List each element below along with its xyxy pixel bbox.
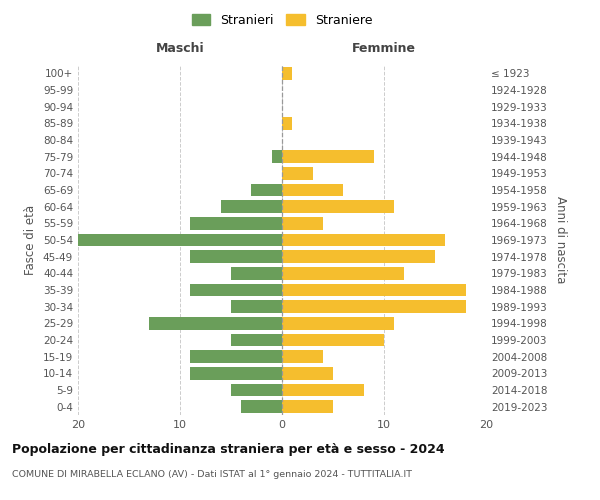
Text: Popolazione per cittadinanza straniera per età e sesso - 2024: Popolazione per cittadinanza straniera p… — [12, 442, 445, 456]
Bar — [282, 300, 466, 313]
Bar — [241, 400, 282, 413]
Bar — [231, 334, 282, 346]
Bar — [282, 184, 343, 196]
Bar — [190, 367, 282, 380]
Bar — [282, 217, 323, 230]
Bar — [282, 167, 313, 179]
Bar — [231, 300, 282, 313]
Legend: Stranieri, Straniere: Stranieri, Straniere — [187, 8, 377, 32]
Bar — [282, 250, 435, 263]
Bar — [221, 200, 282, 213]
Bar — [190, 250, 282, 263]
Bar — [190, 284, 282, 296]
Y-axis label: Fasce di età: Fasce di età — [25, 205, 37, 275]
Bar — [282, 317, 394, 330]
Bar — [282, 384, 364, 396]
Bar — [251, 184, 282, 196]
Bar — [282, 67, 292, 80]
Bar — [282, 400, 333, 413]
Bar — [190, 350, 282, 363]
Bar — [282, 234, 445, 246]
Bar — [78, 234, 282, 246]
Text: Maschi: Maschi — [155, 42, 205, 55]
Bar — [282, 350, 323, 363]
Bar — [149, 317, 282, 330]
Text: COMUNE DI MIRABELLA ECLANO (AV) - Dati ISTAT al 1° gennaio 2024 - TUTTITALIA.IT: COMUNE DI MIRABELLA ECLANO (AV) - Dati I… — [12, 470, 412, 479]
Bar — [282, 267, 404, 280]
Y-axis label: Anni di nascita: Anni di nascita — [554, 196, 567, 284]
Bar — [231, 267, 282, 280]
Bar — [282, 200, 394, 213]
Bar — [190, 217, 282, 230]
Bar — [282, 334, 384, 346]
Bar — [282, 367, 333, 380]
Bar — [282, 284, 466, 296]
Bar — [282, 117, 292, 130]
Bar — [282, 150, 374, 163]
Text: Femmine: Femmine — [352, 42, 416, 55]
Bar — [231, 384, 282, 396]
Bar — [272, 150, 282, 163]
